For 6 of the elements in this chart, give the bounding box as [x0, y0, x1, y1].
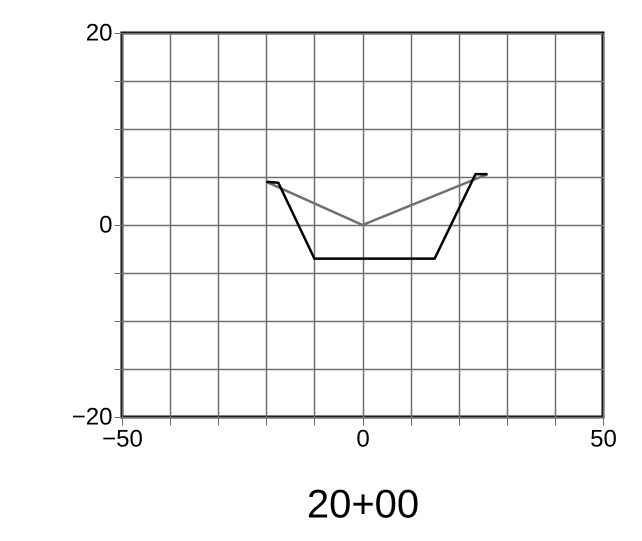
y-tick-label: 20	[86, 20, 112, 46]
x-tick-label: 50	[590, 426, 617, 452]
y-tick-label: 0	[99, 212, 112, 238]
x-axis-title: 20+00	[306, 482, 420, 526]
x-tick-label: 0	[356, 426, 370, 452]
line-series	[265, 172, 489, 260]
